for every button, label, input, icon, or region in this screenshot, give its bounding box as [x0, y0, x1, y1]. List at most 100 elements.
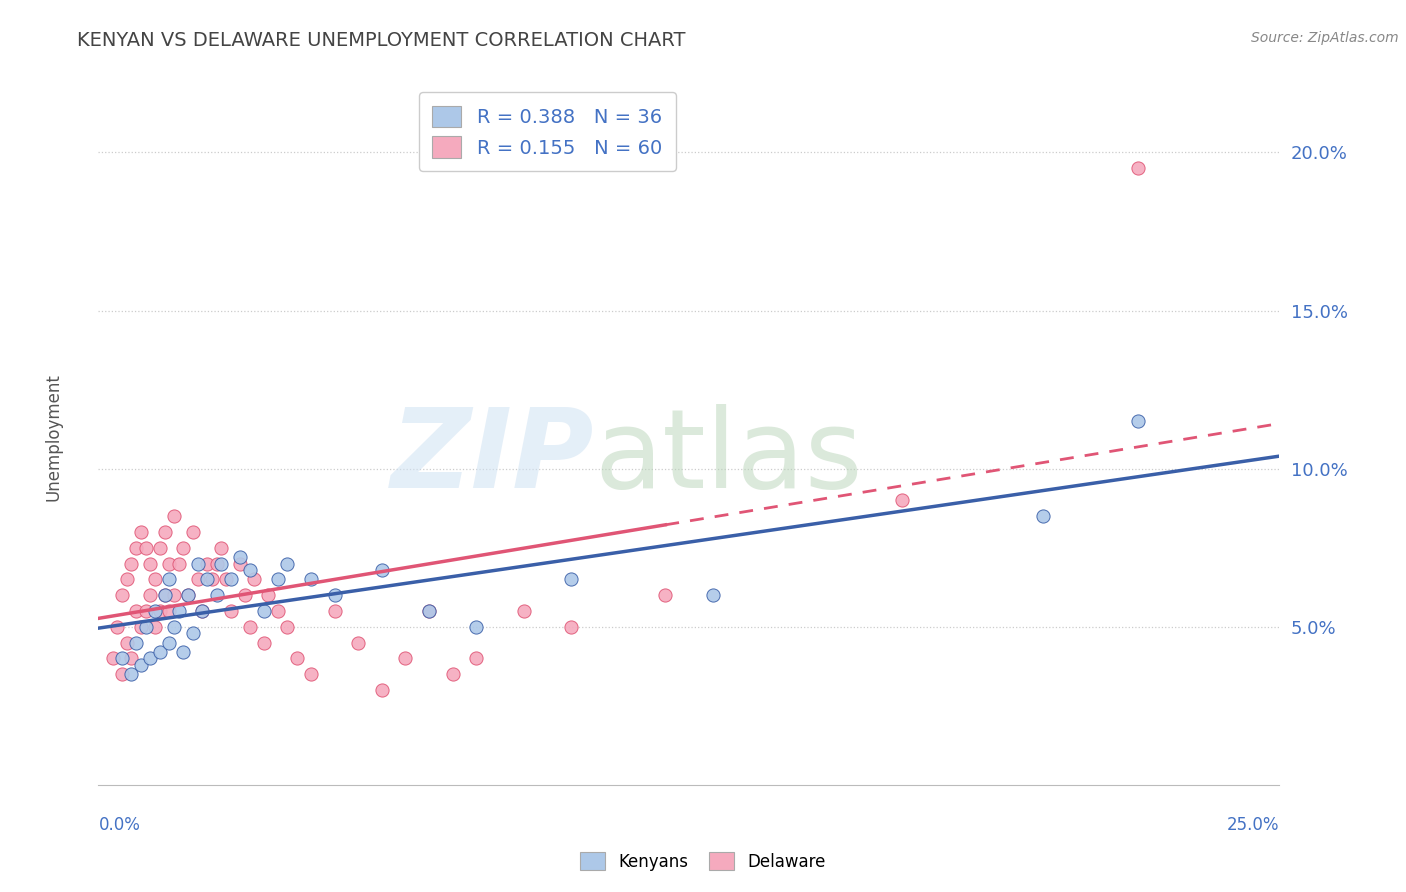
Point [465, 620, 488, 634]
Point [267, 573, 290, 587]
Point [890, 493, 912, 508]
Point [115, 635, 138, 649]
Point [167, 604, 190, 618]
Point [167, 557, 190, 571]
Point [143, 620, 166, 634]
Point [285, 651, 308, 665]
Point [257, 588, 280, 602]
Point [191, 604, 214, 618]
Point [187, 557, 209, 571]
Point [418, 604, 440, 618]
Point [153, 524, 176, 539]
Point [121, 651, 143, 665]
Point [654, 588, 676, 602]
Point [157, 604, 180, 618]
Point [105, 620, 128, 634]
Point [125, 604, 148, 618]
Point [702, 588, 724, 602]
Point [323, 604, 346, 618]
Point [135, 541, 157, 555]
Point [187, 573, 209, 587]
Point [129, 657, 152, 672]
Point [139, 588, 162, 602]
Point [1032, 509, 1054, 524]
Point [139, 557, 162, 571]
Point [323, 588, 346, 602]
Point [560, 620, 582, 634]
Point [195, 573, 218, 587]
Point [371, 683, 394, 698]
Point [101, 651, 124, 665]
Legend: Kenyans, Delaware: Kenyans, Delaware [572, 844, 834, 880]
Point [153, 588, 176, 602]
Point [209, 541, 232, 555]
Point [267, 604, 290, 618]
Text: Unemployment: Unemployment [45, 373, 62, 501]
Point [512, 604, 534, 618]
Point [219, 604, 242, 618]
Point [115, 573, 138, 587]
Point [253, 604, 276, 618]
Point [111, 588, 134, 602]
Point [209, 557, 232, 571]
Point [143, 573, 166, 587]
Point [205, 557, 228, 571]
Point [201, 573, 224, 587]
Point [172, 645, 194, 659]
Point [195, 557, 218, 571]
Point [157, 557, 180, 571]
Point [276, 557, 298, 571]
Point [229, 550, 252, 565]
Point [143, 604, 166, 618]
Point [157, 573, 180, 587]
Point [153, 588, 176, 602]
Point [233, 588, 256, 602]
Point [129, 524, 152, 539]
Point [394, 651, 416, 665]
Point [163, 509, 186, 524]
Point [139, 651, 162, 665]
Point [347, 635, 370, 649]
Point [163, 588, 186, 602]
Point [441, 667, 464, 681]
Text: atlas: atlas [595, 404, 863, 511]
Point [1126, 161, 1149, 176]
Point [121, 557, 143, 571]
Text: 25.0%: 25.0% [1227, 816, 1279, 834]
Point [560, 573, 582, 587]
Point [219, 573, 242, 587]
Point [215, 573, 238, 587]
Text: KENYAN VS DELAWARE UNEMPLOYMENT CORRELATION CHART: KENYAN VS DELAWARE UNEMPLOYMENT CORRELAT… [77, 31, 686, 50]
Point [163, 620, 186, 634]
Point [111, 651, 134, 665]
Point [157, 635, 180, 649]
Point [229, 557, 252, 571]
Point [1126, 414, 1149, 428]
Point [181, 626, 204, 640]
Point [177, 588, 200, 602]
Text: 0.0%: 0.0% [98, 816, 141, 834]
Point [465, 651, 488, 665]
Point [299, 667, 322, 681]
Point [135, 620, 157, 634]
Point [177, 588, 200, 602]
Text: Source: ZipAtlas.com: Source: ZipAtlas.com [1251, 31, 1399, 45]
Point [121, 667, 143, 681]
Point [172, 541, 194, 555]
Point [149, 604, 172, 618]
Point [181, 524, 204, 539]
Point [129, 620, 152, 634]
Point [253, 635, 276, 649]
Point [135, 604, 157, 618]
Point [205, 588, 228, 602]
Point [239, 620, 262, 634]
Point [111, 667, 134, 681]
Point [149, 645, 172, 659]
Point [239, 563, 262, 577]
Point [299, 573, 322, 587]
Point [276, 620, 298, 634]
Point [149, 541, 172, 555]
Point [191, 604, 214, 618]
Text: ZIP: ZIP [391, 404, 595, 511]
Point [418, 604, 440, 618]
